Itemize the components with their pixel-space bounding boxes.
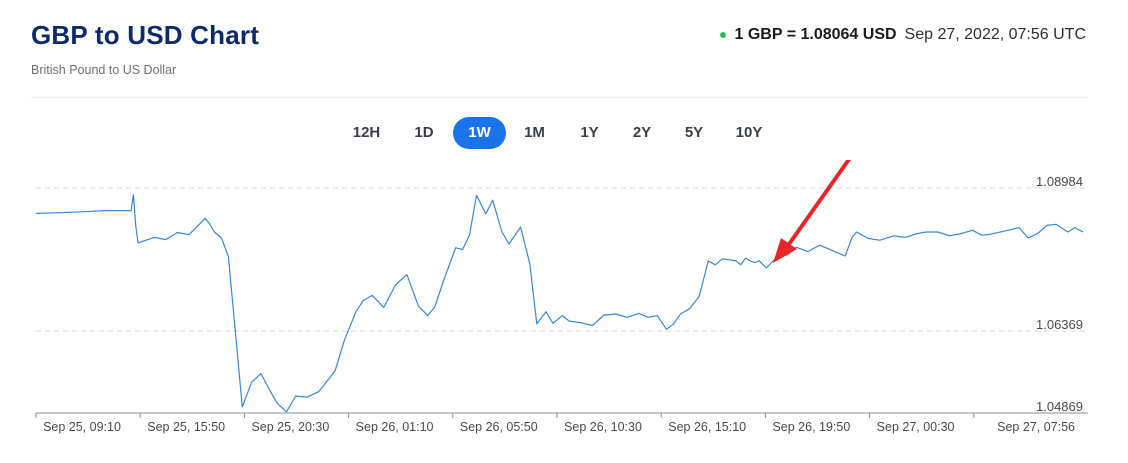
page-title: GBP to USD Chart [31, 20, 260, 50]
x-tick-label: Sep 25, 15:50 [147, 420, 225, 434]
x-tick-label: Sep 27, 07:56 [997, 420, 1075, 434]
tab-1d[interactable]: 1D [395, 117, 453, 149]
red-arrow-icon [773, 160, 851, 263]
rate-value: 1 GBP = 1.08064 USD [734, 26, 897, 43]
y-tick-label: 1.08984 [1036, 174, 1083, 189]
x-tick-label: Sep 26, 15:10 [668, 420, 746, 434]
x-tick-label: Sep 25, 20:30 [251, 420, 329, 434]
y-tick-label: 1.04869 [1036, 399, 1083, 414]
tab-12h[interactable]: 12H [338, 117, 395, 149]
tab-1y[interactable]: 1Y [563, 117, 616, 149]
header-divider [31, 97, 1088, 98]
tab-1m[interactable]: 1M [506, 117, 563, 149]
y-tick-label: 1.06369 [1036, 317, 1083, 332]
tab-5y[interactable]: 5Y [668, 117, 720, 149]
tab-2y[interactable]: 2Y [616, 117, 668, 149]
rate-timestamp: Sep 27, 2022, 07:56 UTC [904, 26, 1086, 43]
page-subtitle: British Pound to US Dollar [31, 63, 177, 77]
tab-1w[interactable]: 1W [453, 117, 506, 149]
x-tick-label: Sep 26, 05:50 [460, 420, 538, 434]
timeframe-tabs: 12H 1D 1W 1M 1Y 2Y 5Y 10Y [338, 117, 778, 149]
current-rate: 1 GBP = 1.08064 USD Sep 27, 2022, 07:56 … [719, 26, 1086, 44]
tab-10y[interactable]: 10Y [720, 117, 778, 149]
x-tick-label: Sep 26, 19:50 [772, 420, 850, 434]
x-tick-label: Sep 27, 00:30 [877, 420, 955, 434]
x-tick-label: Sep 25, 09:10 [43, 420, 121, 434]
series-line [35, 194, 1084, 413]
x-tick-label: Sep 26, 10:30 [564, 420, 642, 434]
x-tick-label: Sep 26, 01:10 [356, 420, 434, 434]
line-chart: 1.08984 1.06369 1.04869 Sep 25, 09:10 Sep 2… [35, 160, 1088, 434]
live-dot-icon [719, 32, 726, 38]
